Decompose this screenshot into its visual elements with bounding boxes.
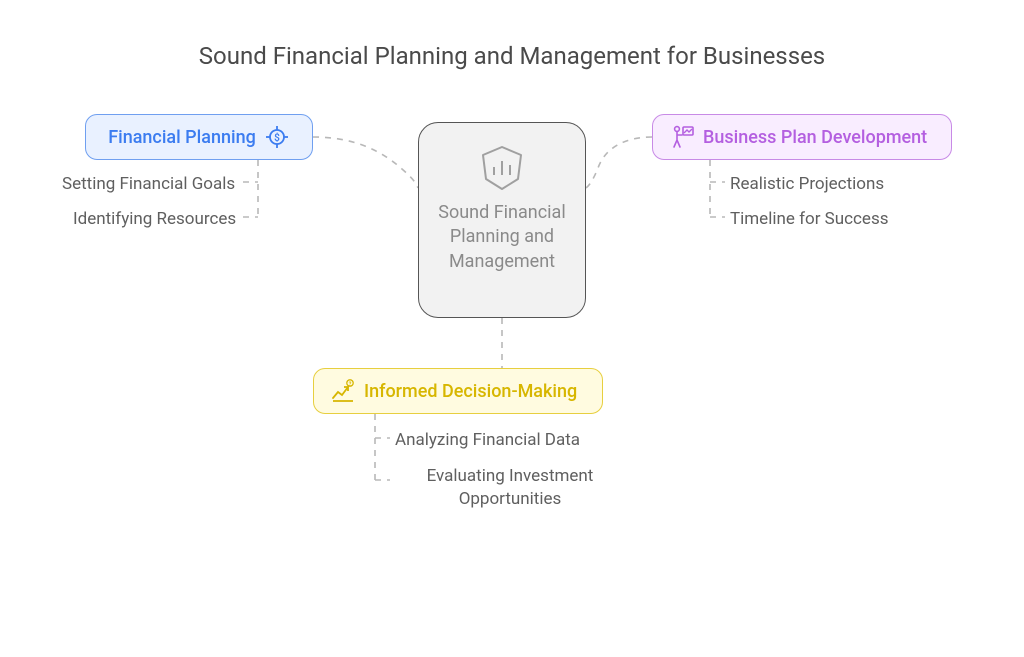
branch-label: Financial Planning (108, 127, 256, 148)
branch-business-plan-development: Business Plan Development (652, 114, 952, 160)
center-node: Sound Financial Planning and Management (418, 122, 586, 318)
target-dollar-icon: $ (264, 124, 290, 150)
diagram-title: Sound Financial Planning and Management … (0, 42, 1024, 70)
svg-text:$: $ (274, 131, 280, 144)
sub-item: Setting Financial Goals (62, 174, 235, 194)
sub-item: Evaluating Investment Opportunities (395, 465, 625, 511)
branch-label: Business Plan Development (703, 127, 927, 148)
branch-financial-planning: Financial Planning $ (85, 114, 313, 160)
svg-text:?: ? (349, 381, 352, 387)
sub-item: Timeline for Success (730, 209, 889, 229)
branch-informed-decision-making: ? Informed Decision-Making (313, 368, 603, 414)
shield-chart-icon (475, 141, 529, 195)
connector-layer (0, 0, 1024, 657)
sub-item: Realistic Projections (730, 174, 884, 194)
center-label: Sound Financial Planning and Management (431, 201, 573, 274)
sub-item: Analyzing Financial Data (395, 430, 580, 450)
branch-label: Informed Decision-Making (364, 381, 577, 402)
chart-question-icon: ? (330, 378, 356, 404)
sub-item: Identifying Resources (73, 209, 236, 229)
presenter-chart-icon (669, 124, 695, 150)
